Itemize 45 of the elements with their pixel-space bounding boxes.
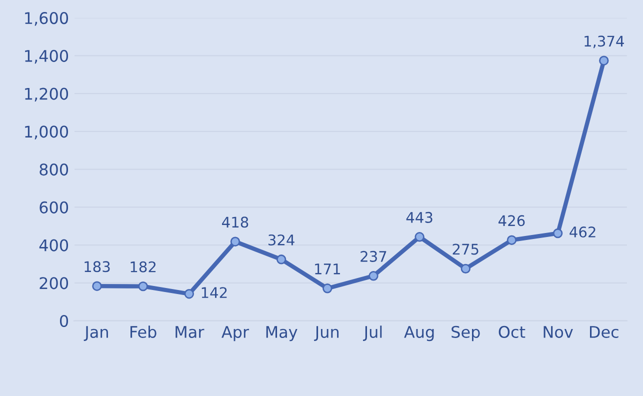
data-label: 183 [84,261,110,272]
x-tick-label: Jun [314,326,339,341]
y-tick-label: 400 [39,239,68,252]
y-tick-label: 1,600 [25,12,68,26]
y-tick-label: 1,000 [25,126,68,140]
x-tick-label: Oct [498,326,526,338]
x-tick-label: May [266,326,298,342]
x-tick-label: Sep [452,326,480,342]
data-label: 237 [360,250,386,262]
x-tick-label: Dec [590,326,618,338]
x-tick-label: Apr [222,326,250,342]
y-tick-label: 600 [40,201,68,214]
x-tick-label: Aug [404,326,434,342]
data-label: 182 [130,261,156,272]
x-tick-label: Jul [363,326,382,341]
y-tick-label: 1,200 [25,88,68,102]
data-label: 275 [452,244,478,255]
point [276,254,286,264]
x-tick-label: Jan [84,326,108,341]
data-label: 142 [202,287,227,298]
point [460,264,470,274]
data-label: 426 [498,215,525,226]
x-tick-label: Nov [544,326,573,338]
y-tick-label: 800 [40,164,68,176]
data-label: 171 [315,264,340,274]
point [230,236,240,246]
point [599,56,609,66]
y-tick-label: 1,400 [25,50,68,64]
data-label: 324 [268,234,294,246]
point [552,228,563,238]
point [506,235,517,245]
point [184,289,194,299]
x-tick-label: Feb [130,326,156,338]
data-label: 462 [570,226,596,238]
data-label: 418 [222,216,248,228]
point [414,232,424,242]
point [138,281,148,292]
y-tick-label: 0 [60,314,68,328]
point [368,271,378,281]
x-tick-label: Mar [176,326,204,338]
data-label: 1,374 [584,36,624,48]
data-label: 443 [406,212,432,223]
y-tick-label: 200 [40,277,68,290]
point [322,284,332,294]
point [92,281,102,291]
